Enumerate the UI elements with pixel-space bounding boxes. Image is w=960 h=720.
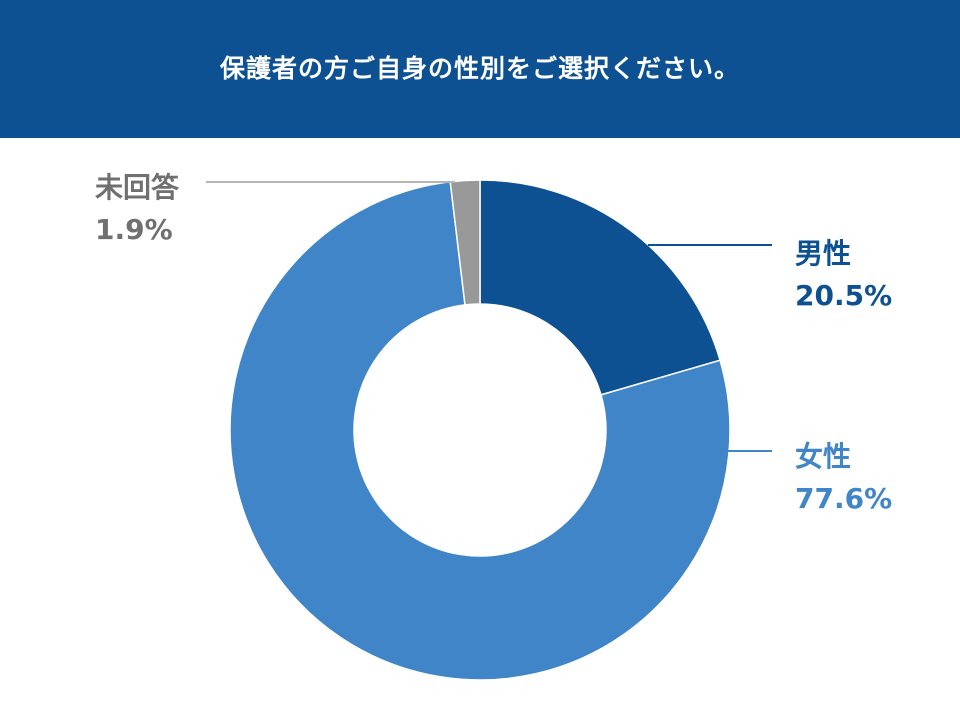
chart-header: 保護者の方ご自身の性別をご選択ください。 bbox=[0, 0, 960, 138]
slice-1 bbox=[229, 180, 731, 681]
slice-value-2: 1.9% bbox=[95, 213, 173, 246]
slice-2 bbox=[449, 179, 481, 306]
slice-label-2: 未回答 bbox=[95, 171, 180, 204]
slice-label-1: 女性 bbox=[795, 440, 851, 473]
slice-0 bbox=[479, 179, 722, 396]
slice-label-0: 男性 bbox=[795, 237, 851, 270]
slice-value-1: 77.6% bbox=[795, 482, 892, 515]
slice-value-0: 20.5% bbox=[795, 279, 892, 312]
chart-title: 保護者の方ご自身の性別をご選択ください。 bbox=[219, 54, 740, 83]
